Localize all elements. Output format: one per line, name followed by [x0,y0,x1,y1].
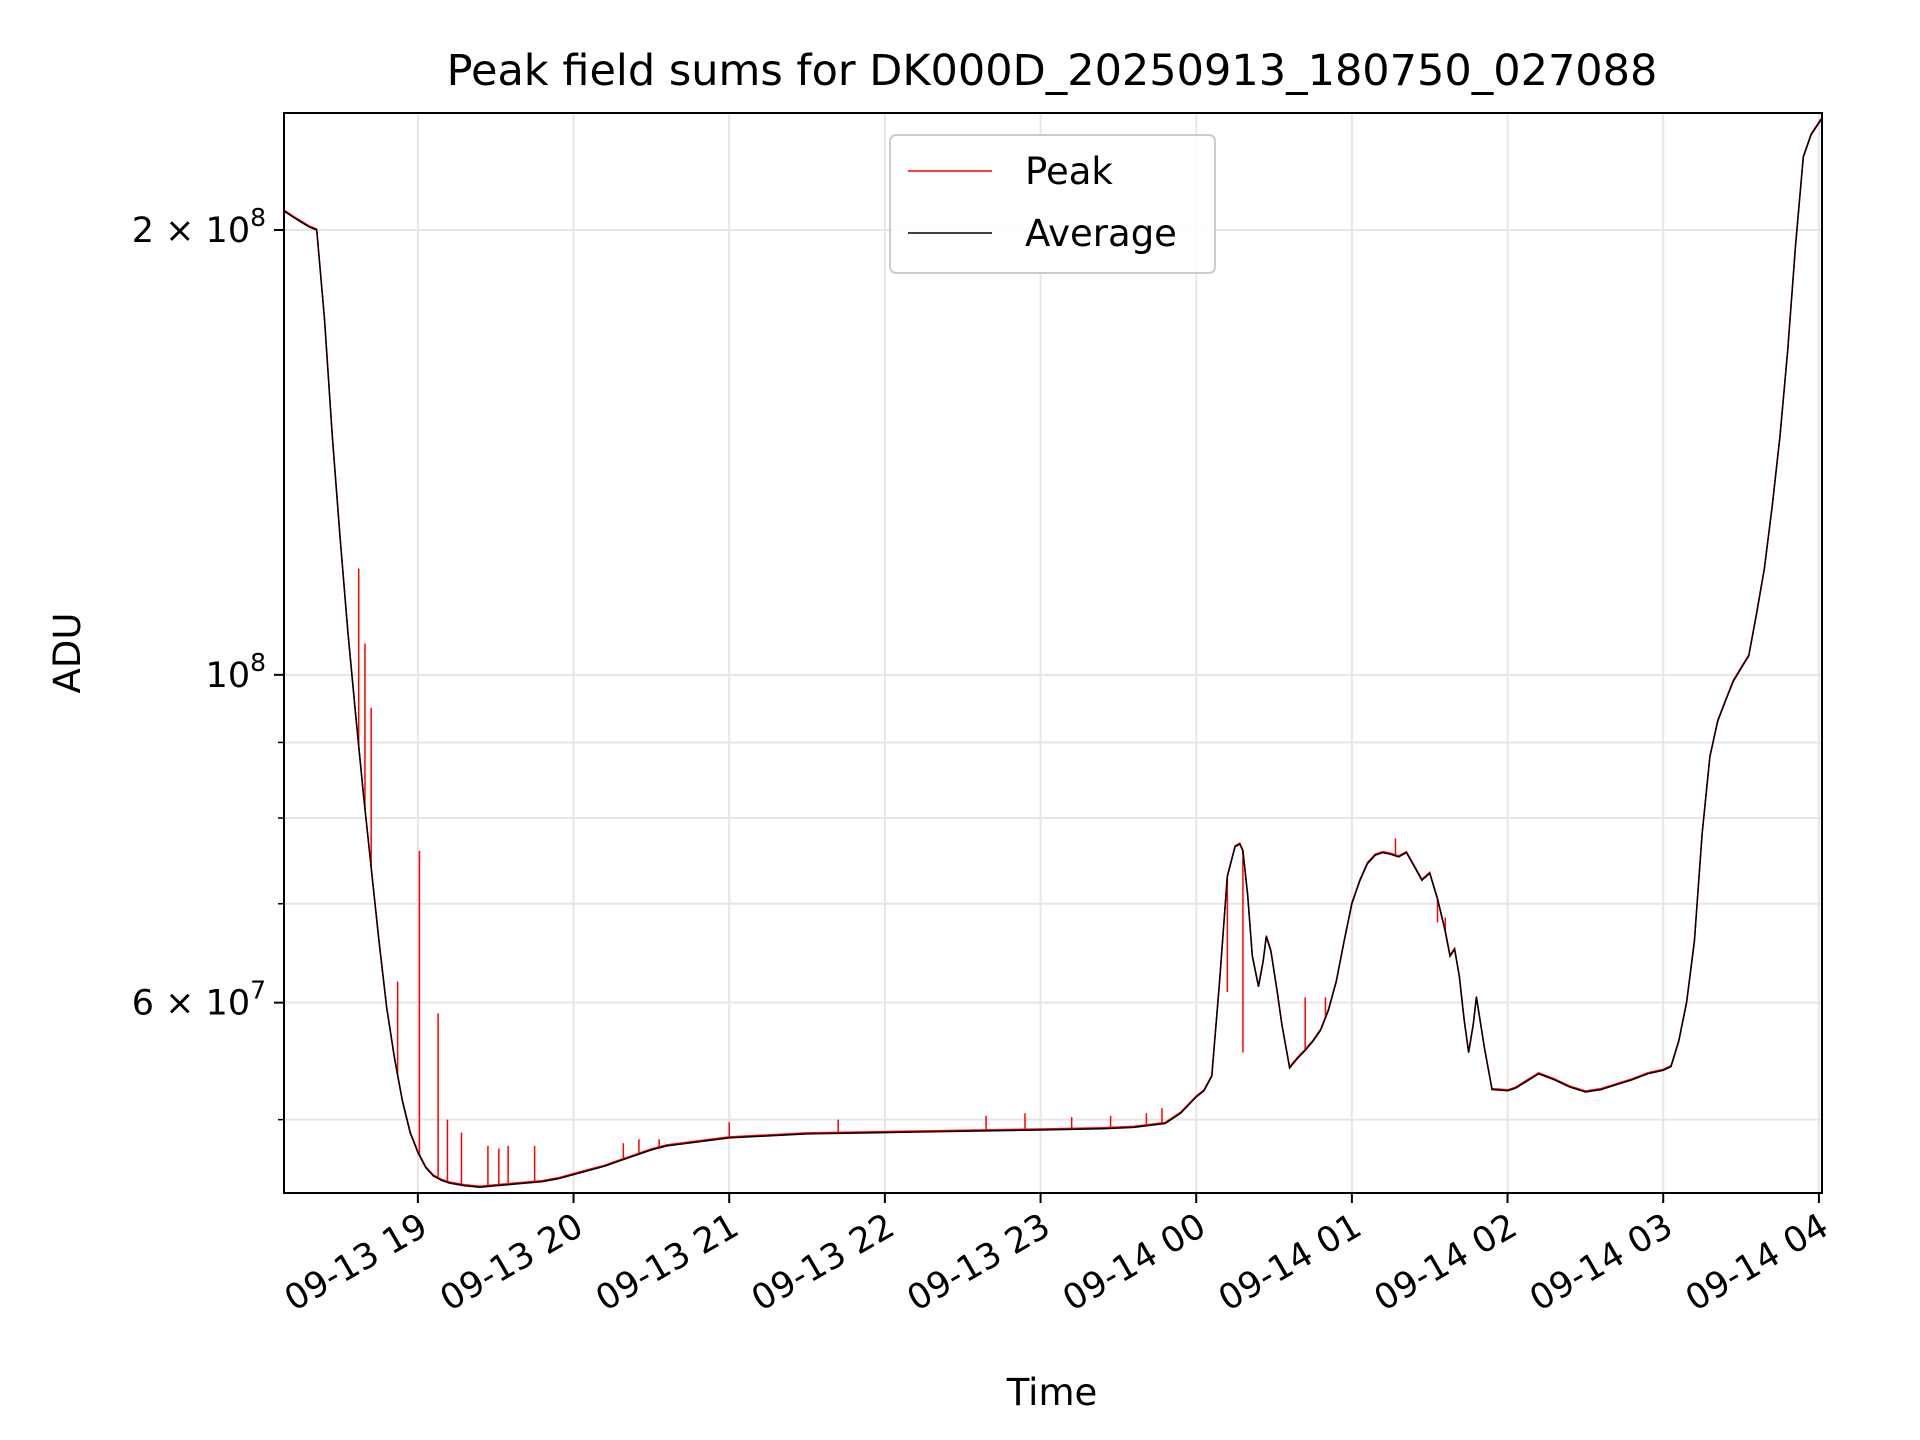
y-tick-label-exponent: 7 [250,976,266,1005]
legend-label-average: Average [1025,212,1177,255]
y-tick-label: 6 × 107 [132,976,266,1024]
y-tick-label: 2 × 108 [132,203,266,251]
y-tick-label-exponent: 8 [250,648,266,677]
average-line [283,117,1823,1189]
y-tick-label: 108 [206,648,266,696]
y-tick-label-base: 6 × 10 [132,984,250,1024]
legend-label-peak: Peak [1025,150,1113,193]
y-tick-label-base: 10 [206,656,251,696]
chart-title: Peak field sums for DK000D_20250913_1807… [447,46,1658,96]
grid [284,113,1822,1193]
legend-frame [889,134,1216,274]
legend: Peak Average [889,134,1216,274]
plot-area-frame [283,112,1823,1194]
y-axis-label: ADU [46,613,89,694]
y-tick-label-exponent: 8 [250,203,266,232]
x-axis-label: Time [1006,1371,1098,1414]
y-tick-label-base: 2 × 10 [132,211,250,251]
series-average [283,117,1823,1189]
